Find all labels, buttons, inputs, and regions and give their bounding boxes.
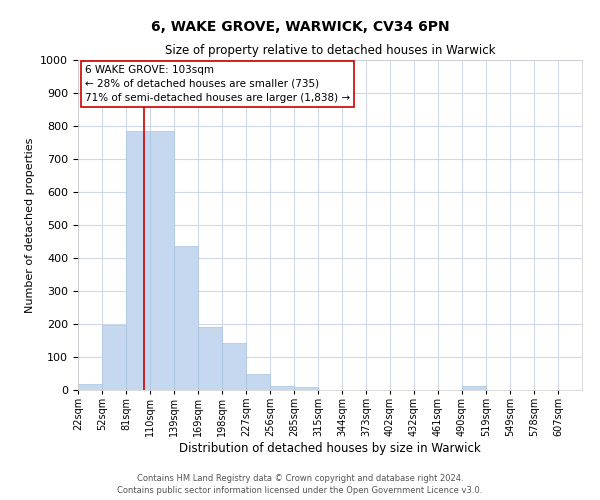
- Bar: [294, 386, 318, 390]
- Text: 6 WAKE GROVE: 103sqm
← 28% of detached houses are smaller (735)
71% of semi-deta: 6 WAKE GROVE: 103sqm ← 28% of detached h…: [85, 65, 350, 103]
- Bar: [222, 343, 246, 390]
- Bar: [174, 246, 198, 390]
- Bar: [102, 326, 126, 390]
- Bar: [270, 386, 294, 390]
- Bar: [246, 374, 270, 390]
- Bar: [150, 131, 174, 390]
- Bar: [462, 386, 486, 390]
- Text: 6, WAKE GROVE, WARWICK, CV34 6PN: 6, WAKE GROVE, WARWICK, CV34 6PN: [151, 20, 449, 34]
- Text: Contains HM Land Registry data © Crown copyright and database right 2024.
Contai: Contains HM Land Registry data © Crown c…: [118, 474, 482, 495]
- Bar: [126, 131, 150, 390]
- Y-axis label: Number of detached properties: Number of detached properties: [25, 138, 35, 312]
- Bar: [198, 326, 222, 390]
- X-axis label: Distribution of detached houses by size in Warwick: Distribution of detached houses by size …: [179, 442, 481, 455]
- Title: Size of property relative to detached houses in Warwick: Size of property relative to detached ho…: [165, 44, 495, 58]
- Bar: [78, 384, 102, 390]
